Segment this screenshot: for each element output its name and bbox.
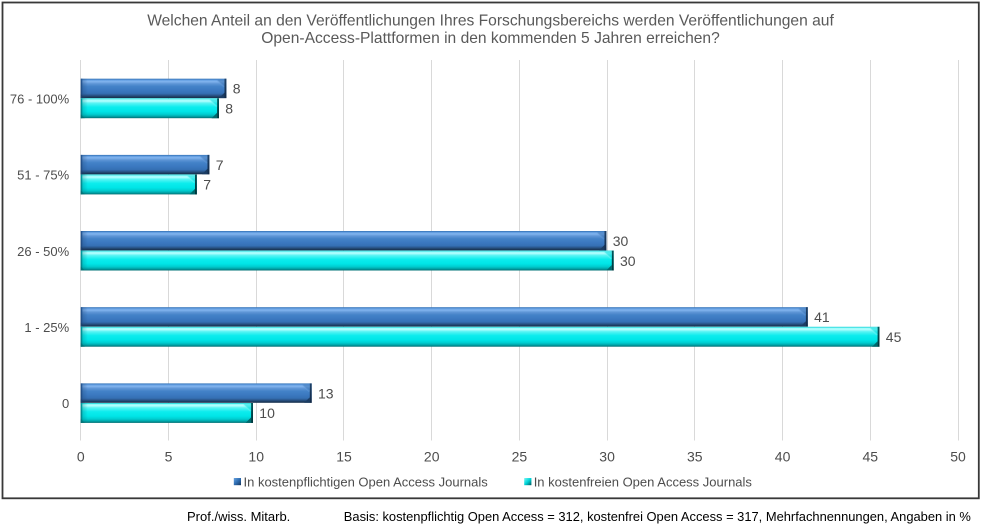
svg-text:15: 15 bbox=[336, 448, 352, 464]
svg-text:1 - 25%: 1 - 25% bbox=[24, 320, 69, 335]
svg-text:30: 30 bbox=[613, 233, 629, 249]
svg-text:Open-Access-Plattformen in den: Open-Access-Plattformen in den kommenden… bbox=[261, 30, 720, 47]
svg-text:45: 45 bbox=[863, 448, 879, 464]
svg-text:8: 8 bbox=[233, 81, 241, 97]
svg-text:Prof./wiss. Mitarb.: Prof./wiss. Mitarb. bbox=[187, 509, 290, 524]
svg-text:30: 30 bbox=[599, 448, 615, 464]
svg-text:45: 45 bbox=[886, 329, 902, 345]
svg-text:0: 0 bbox=[77, 448, 85, 464]
svg-text:50: 50 bbox=[950, 448, 966, 464]
svg-text:8: 8 bbox=[225, 101, 233, 117]
svg-text:35: 35 bbox=[687, 448, 703, 464]
svg-text:51 - 75%: 51 - 75% bbox=[17, 168, 69, 183]
svg-text:7: 7 bbox=[203, 177, 211, 193]
svg-text:In kostenpflichtigen Open Acce: In kostenpflichtigen Open Access Journal… bbox=[244, 474, 489, 489]
svg-text:10: 10 bbox=[259, 405, 275, 421]
svg-text:13: 13 bbox=[318, 385, 334, 401]
svg-text:25: 25 bbox=[512, 448, 528, 464]
svg-text:10: 10 bbox=[248, 448, 264, 464]
svg-text:41: 41 bbox=[814, 309, 830, 325]
svg-text:30: 30 bbox=[620, 253, 636, 269]
svg-text:40: 40 bbox=[775, 448, 791, 464]
svg-text:Welchen Anteil an den Veröffen: Welchen Anteil an den Veröffentlichungen… bbox=[147, 12, 834, 29]
svg-text:Basis: kostenpflichtig Open Ac: Basis: kostenpflichtig Open Access = 312… bbox=[344, 509, 971, 524]
svg-text:In kostenfreien Open Access Jo: In kostenfreien Open Access Journals bbox=[534, 474, 753, 489]
svg-text:76 - 100%: 76 - 100% bbox=[10, 92, 70, 107]
svg-text:7: 7 bbox=[216, 157, 224, 173]
svg-text:26 - 50%: 26 - 50% bbox=[17, 244, 69, 259]
svg-text:20: 20 bbox=[424, 448, 440, 464]
svg-text:0: 0 bbox=[62, 396, 69, 411]
svg-text:5: 5 bbox=[165, 448, 173, 464]
